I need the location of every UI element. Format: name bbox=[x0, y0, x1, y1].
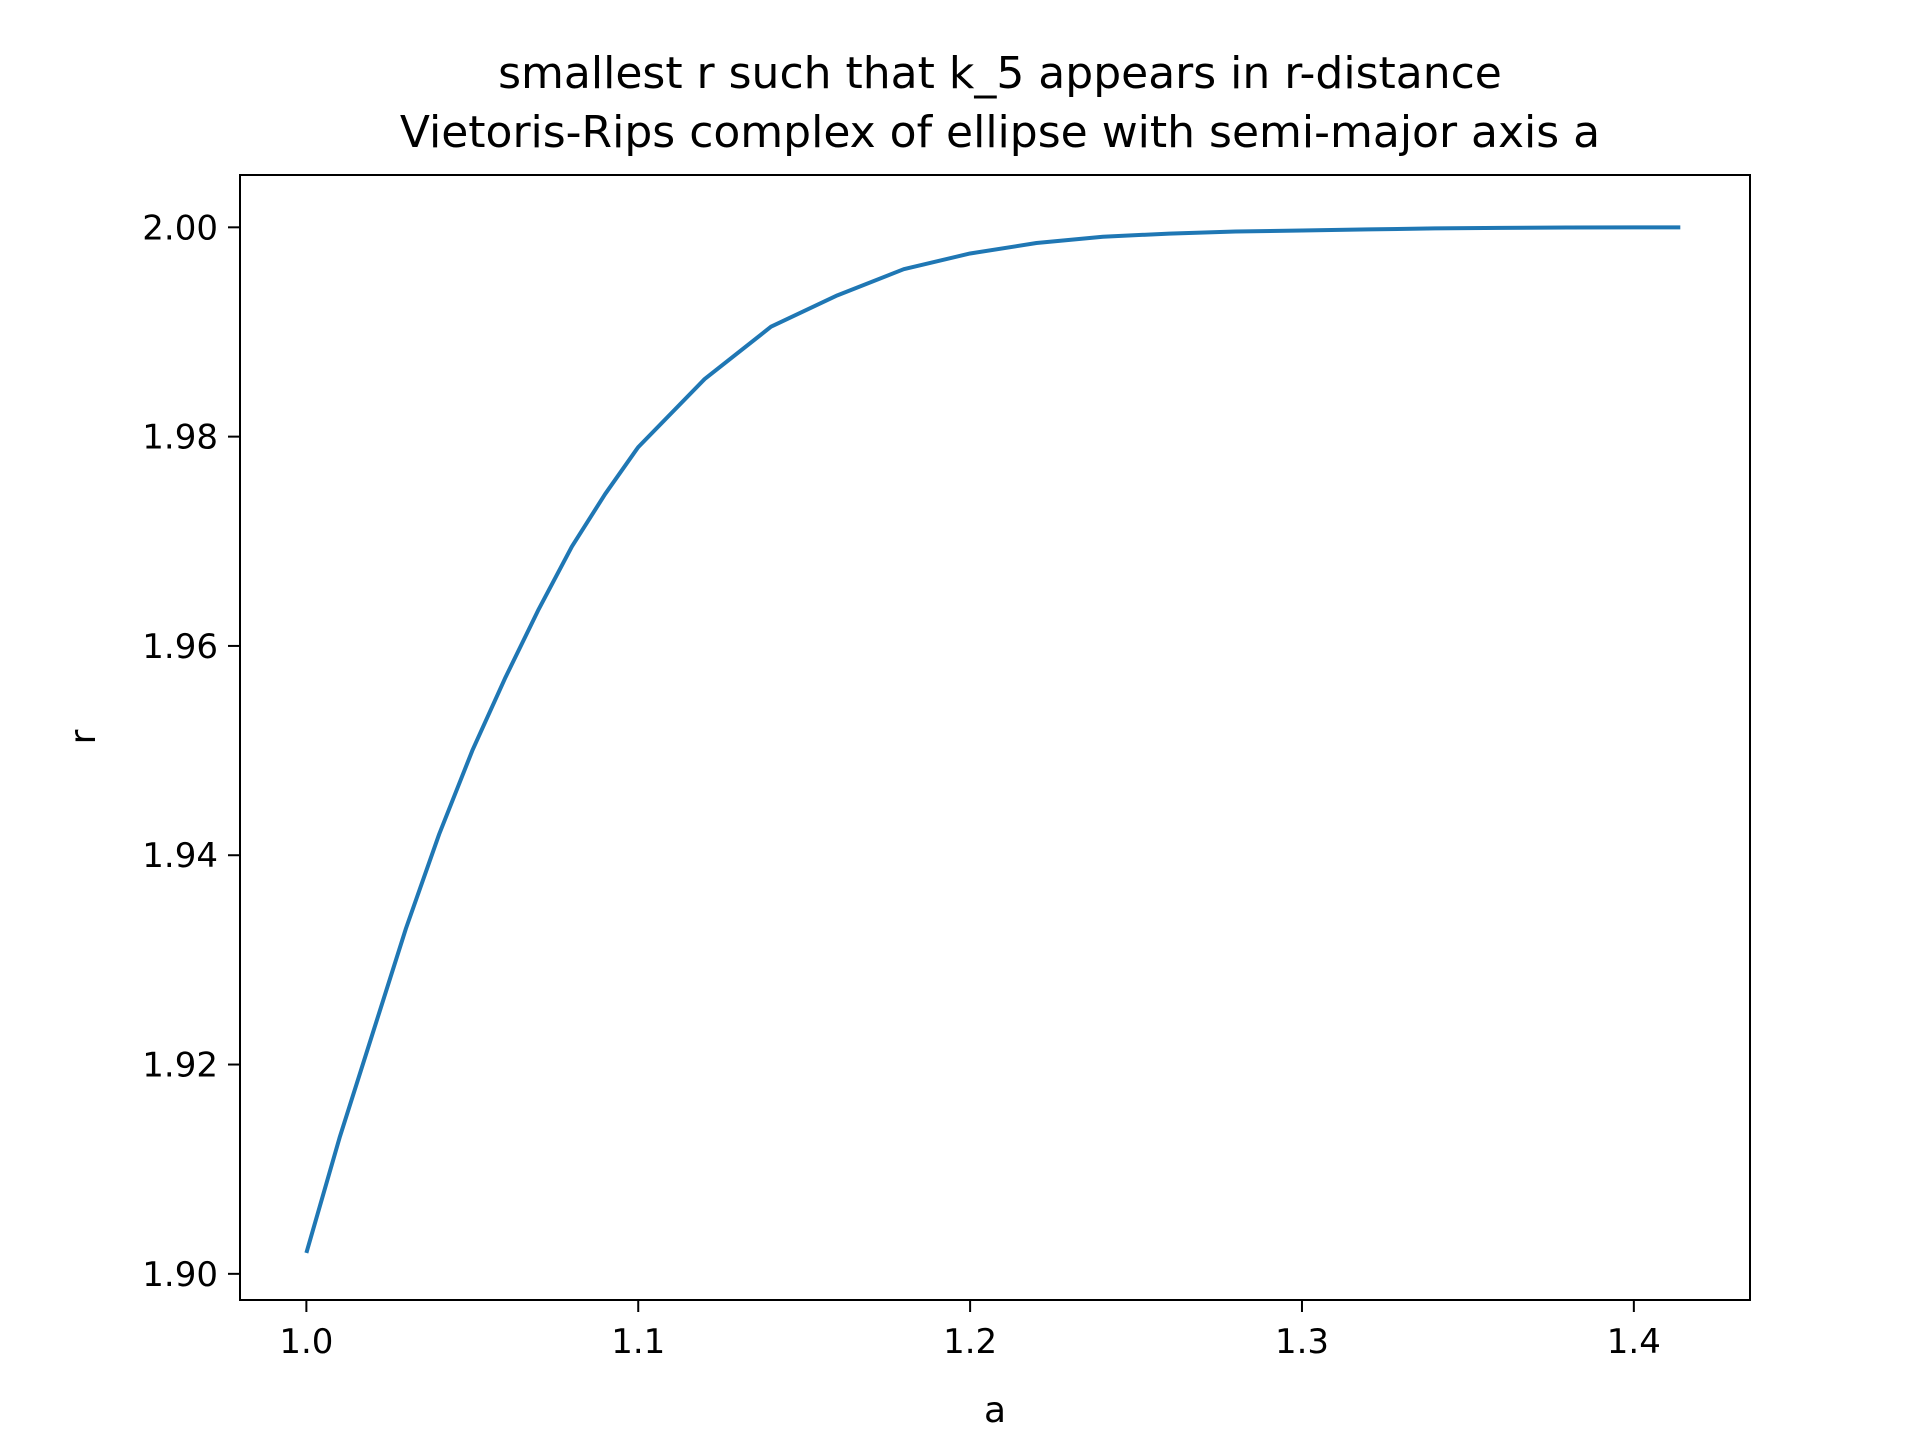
plot-area-frame bbox=[239, 174, 1751, 1301]
y-axis-ticks: 1.90 1.92 1.94 1.96 1.98 2.00 bbox=[142, 208, 240, 1295]
y-tick-label: 1.92 bbox=[142, 1046, 218, 1086]
chart-title: smallest r such that k_5 appears in r-di… bbox=[498, 48, 1502, 99]
y-tick-label: 1.96 bbox=[142, 627, 218, 667]
y-tick-label: 2.00 bbox=[142, 208, 218, 248]
y-axis-label: r bbox=[63, 729, 104, 744]
x-tick-label: 1.3 bbox=[1275, 1322, 1329, 1362]
y-tick-label: 1.94 bbox=[142, 836, 218, 876]
series-layer bbox=[304, 225, 1681, 1254]
x-tick-label: 1.1 bbox=[611, 1322, 665, 1362]
x-axis-label: a bbox=[984, 1390, 1006, 1431]
y-tick-label: 1.98 bbox=[142, 418, 218, 458]
x-axis-ticks: 1.0 1.1 1.2 1.3 1.4 bbox=[279, 1300, 1661, 1362]
y-tick-label: 1.90 bbox=[142, 1255, 218, 1295]
series-line bbox=[304, 225, 1681, 1254]
chart-subtitle: Vietoris-Rips complex of ellipse with se… bbox=[400, 107, 1600, 158]
x-tick-label: 1.2 bbox=[943, 1322, 997, 1362]
x-tick-label: 1.4 bbox=[1607, 1322, 1661, 1362]
x-tick-label: 1.0 bbox=[279, 1322, 333, 1362]
